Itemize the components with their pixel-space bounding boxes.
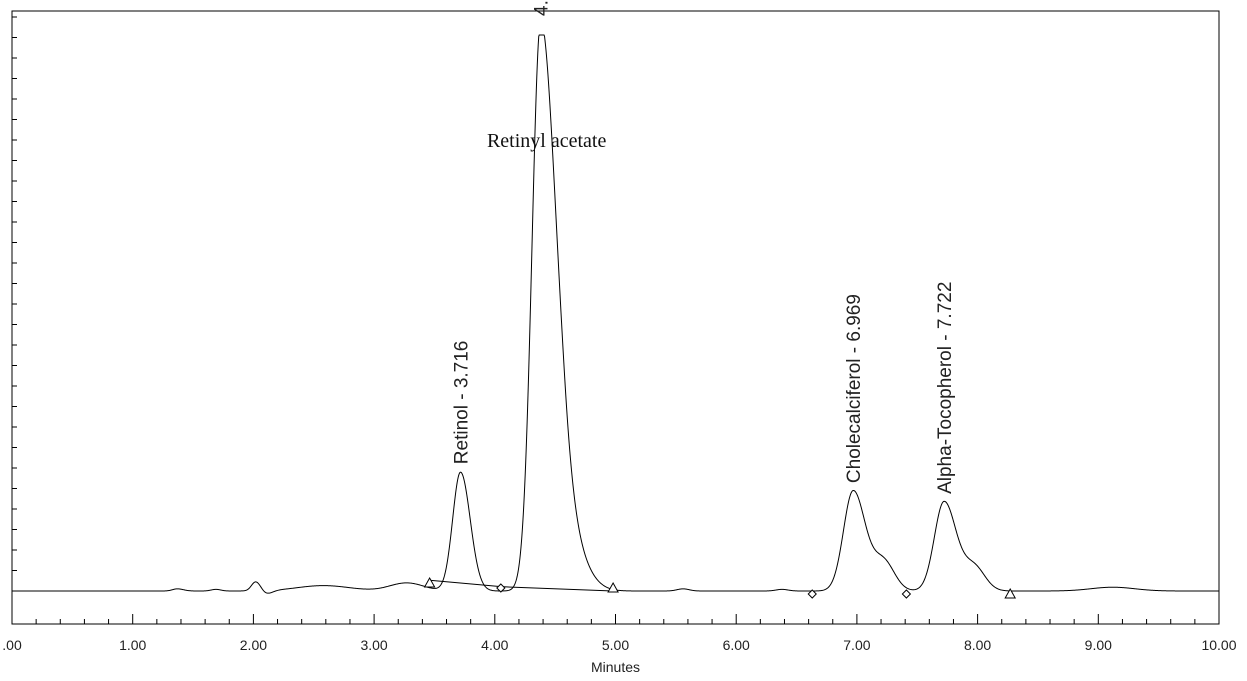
x-axis-ticks <box>11 614 1220 624</box>
peak-labels: Retinol - 3.716 4.380 Cholecalciferol - 6.… <box>452 0 957 494</box>
peak-label: 4.380 <box>532 0 553 16</box>
peak-label: Alpha-Tocopherol - 7.722 <box>935 282 956 494</box>
x-tick-label: 1.00 <box>119 637 146 653</box>
baseline-marker-triangle <box>423 576 436 588</box>
x-axis-tick-labels: .00 1.00 2.00 3.00 4.00 5.00 6.00 7.00 8.00 9.00 1… <box>2 637 1236 653</box>
x-tick-label: 3.00 <box>360 637 387 653</box>
x-tick-label: 9.00 <box>1085 637 1112 653</box>
y-axis-ticks <box>12 16 17 592</box>
chromatogram-trace <box>12 34 1219 594</box>
x-tick-label: 2.00 <box>240 637 267 653</box>
integration-baseline <box>429 579 614 592</box>
x-tick-label: 5.00 <box>602 637 629 653</box>
x-tick-label: 4.00 <box>481 637 508 653</box>
baseline-marker-triangle <box>607 581 619 593</box>
baseline-marker-diamond <box>496 583 506 593</box>
x-tick-label: .00 <box>2 637 22 653</box>
baseline-marker-diamond <box>807 589 817 599</box>
peak-label: Cholecalciferol - 6.969 <box>844 294 865 483</box>
x-tick-label: 8.00 <box>964 637 991 653</box>
peak-label: Retinol - 3.716 <box>452 341 473 465</box>
x-tick-label: 7.00 <box>843 637 870 653</box>
baseline-marker-triangle <box>1004 587 1017 599</box>
x-axis-title: Minutes <box>591 659 640 675</box>
plot-frame <box>11 10 1220 625</box>
retinyl-acetate-annotation: Retinyl acetate <box>487 130 607 152</box>
x-tick-label: 6.00 <box>723 637 750 653</box>
x-tick-label: 10.00 <box>1201 637 1236 653</box>
integration-markers <box>423 576 1017 599</box>
baseline-marker-diamond <box>901 589 912 599</box>
